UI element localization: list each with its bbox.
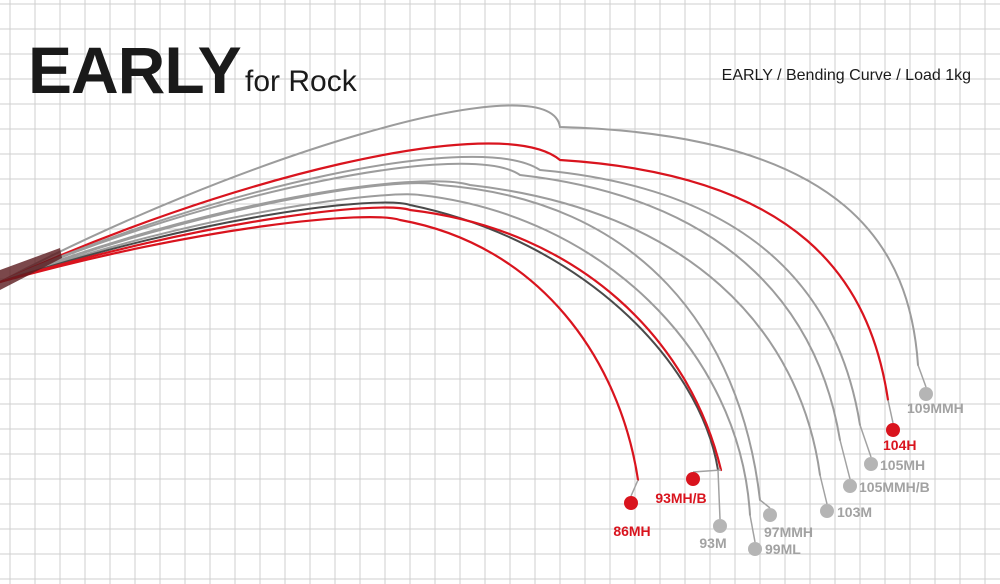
- curve-105mh: [0, 155, 861, 426]
- curve-103m: [0, 180, 821, 476]
- curve-105mmh-b: [0, 162, 841, 441]
- leader-93m: [717, 469, 721, 520]
- marker-93m: [713, 519, 727, 533]
- marker-104h: [886, 423, 900, 437]
- marker-86mh: [624, 496, 638, 510]
- brand-subtitle: for Rock: [245, 65, 358, 98]
- chart-caption: EARLY / Bending Curve / Load 1kg: [722, 67, 971, 84]
- label-103m: 103M: [837, 504, 872, 520]
- label-109mmh: 109MMH: [907, 400, 964, 416]
- leader-105mmh-b: [839, 439, 851, 480]
- leader-105mh: [859, 424, 872, 458]
- leader-97mmh: [759, 499, 771, 509]
- label-93m: 93M: [699, 535, 726, 551]
- leader-99ml: [749, 514, 756, 543]
- label-105mmh-b: 105MMH/B: [859, 479, 930, 495]
- leader-109mmh: [917, 364, 927, 388]
- curve-109mmh: [0, 104, 919, 366]
- label-86mh: 86MH: [613, 523, 650, 539]
- leader-103m: [819, 474, 828, 505]
- marker-99ml: [748, 542, 762, 556]
- leader-93mh-b: [692, 469, 722, 473]
- label-104h: 104H: [883, 437, 916, 453]
- curve-104h: [0, 142, 890, 402]
- leader-86mh: [630, 479, 639, 497]
- curves: [0, 104, 919, 516]
- curve-93mh-b: [0, 206, 723, 472]
- marker-97mmh: [763, 508, 777, 522]
- leader-104h: [887, 399, 894, 424]
- marker-109mmh: [919, 387, 933, 401]
- label-99ml: 99ML: [765, 541, 801, 557]
- curve-86mh: [0, 216, 640, 482]
- curve-97mmh: [0, 182, 761, 501]
- marker-93mh-b: [686, 472, 700, 486]
- marker-105mh: [864, 457, 878, 471]
- label-105mh: 105MH: [880, 457, 925, 473]
- label-97mmh: 97MMH: [764, 524, 813, 540]
- rod-butt: [0, 248, 62, 290]
- curve-93m: [0, 201, 719, 471]
- label-93mh-b: 93MH/B: [655, 490, 706, 506]
- marker-103m: [820, 504, 834, 518]
- brand-title: EARLY: [28, 33, 241, 107]
- marker-105mmh-b: [843, 479, 857, 493]
- curve-99ml: [0, 193, 751, 516]
